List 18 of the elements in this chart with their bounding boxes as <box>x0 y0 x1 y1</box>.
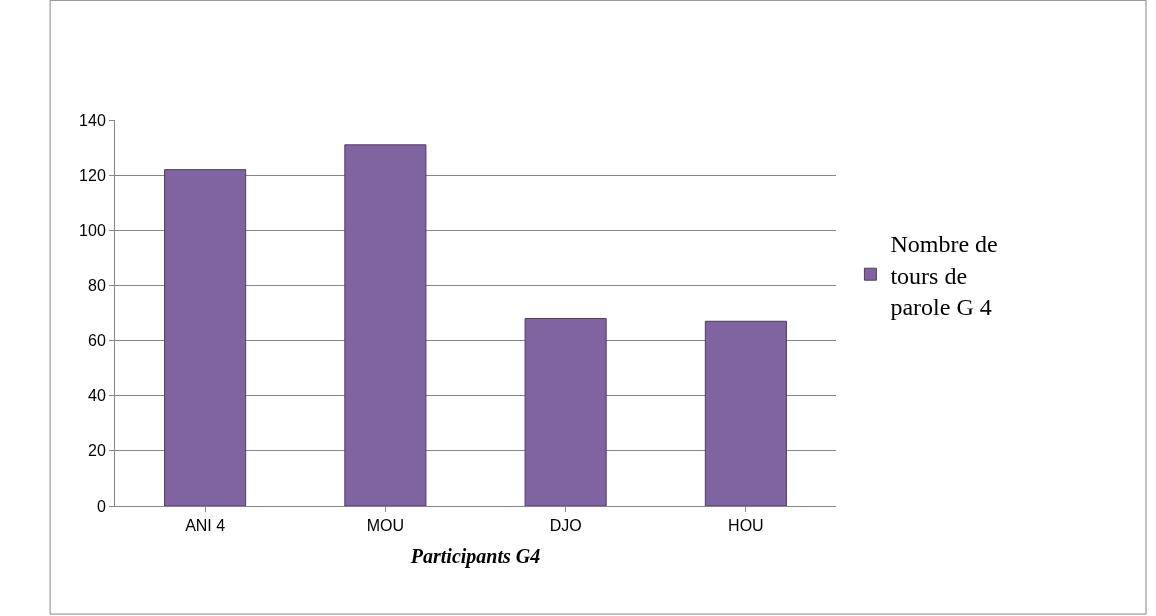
legend-label: Nombre de tours de parole G 4 <box>890 231 998 320</box>
x-tick-label: DJO <box>549 517 582 535</box>
x-tick-label: HOU <box>728 517 764 535</box>
y-tick-label: 0 <box>96 497 106 515</box>
x-axis-title: Participants G4 <box>409 544 541 568</box>
bar <box>704 320 787 506</box>
y-tick-label: 120 <box>79 166 106 184</box>
y-tick-label: 60 <box>88 332 106 350</box>
y-tick-label: 40 <box>88 387 106 405</box>
bar <box>164 169 247 506</box>
y-tick-label: 20 <box>88 442 106 460</box>
bar <box>344 144 427 506</box>
x-tick-label: ANI 4 <box>185 517 226 535</box>
y-tick-label: 100 <box>79 221 106 239</box>
bar <box>524 318 607 506</box>
y-tick-label: 80 <box>88 277 106 295</box>
y-tick-label: 140 <box>79 111 106 129</box>
x-tick-label: MOU <box>366 517 405 535</box>
